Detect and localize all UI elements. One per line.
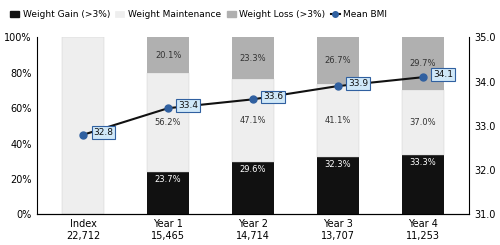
Bar — [316, 157, 359, 214]
Text: 56.2%: 56.2% — [155, 118, 182, 127]
Bar — [402, 90, 444, 155]
Text: 37.0%: 37.0% — [410, 118, 436, 127]
Text: 41.1%: 41.1% — [324, 116, 351, 125]
Text: 33.6: 33.6 — [263, 92, 283, 101]
Text: 29.7%: 29.7% — [410, 59, 436, 68]
Bar — [402, 37, 444, 90]
Bar — [232, 37, 274, 79]
Bar — [232, 162, 274, 214]
Text: 33.4: 33.4 — [178, 101, 199, 110]
Text: 23.3%: 23.3% — [240, 53, 266, 62]
Legend: Weight Gain (>3%), Weight Maintenance, Weight Loss (>3%), Mean BMI: Weight Gain (>3%), Weight Maintenance, W… — [6, 7, 391, 23]
Bar — [147, 73, 190, 172]
Bar — [316, 85, 359, 157]
Text: 32.3%: 32.3% — [324, 160, 351, 169]
Bar — [147, 37, 190, 73]
Text: 23.7%: 23.7% — [155, 175, 182, 184]
Text: 33.3%: 33.3% — [410, 158, 436, 167]
Text: 32.8: 32.8 — [94, 128, 114, 137]
Bar — [232, 79, 274, 162]
Bar — [402, 155, 444, 214]
Text: 20.1%: 20.1% — [155, 51, 182, 60]
Text: 29.6%: 29.6% — [240, 165, 266, 174]
Text: 47.1%: 47.1% — [240, 116, 266, 125]
Text: 33.9: 33.9 — [348, 79, 368, 88]
Bar — [62, 37, 104, 214]
Text: 26.7%: 26.7% — [324, 56, 351, 65]
Bar — [147, 172, 190, 214]
Text: 34.1: 34.1 — [433, 70, 453, 79]
Bar — [316, 37, 359, 85]
